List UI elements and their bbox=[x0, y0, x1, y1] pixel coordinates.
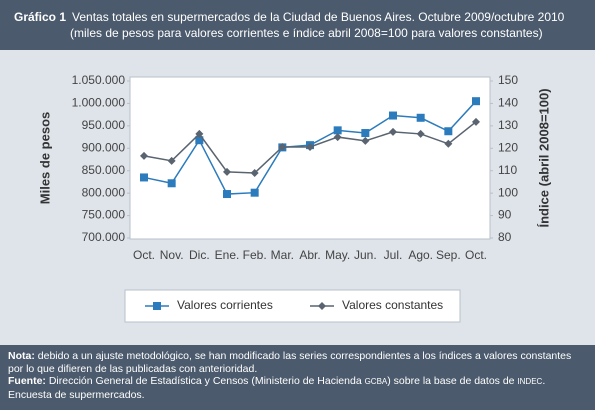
data-point bbox=[333, 126, 342, 135]
title-text: Ventas totales en supermercados de la Ci… bbox=[72, 10, 565, 24]
data-point bbox=[195, 129, 204, 138]
data-point bbox=[223, 167, 231, 176]
data-point bbox=[333, 133, 342, 142]
x-tick-label: Dic. bbox=[189, 248, 210, 262]
x-tick-label: Nov. bbox=[160, 248, 184, 262]
source-text: . Encuesta de supermercados. bbox=[8, 375, 546, 401]
x-tick-label: May. bbox=[325, 248, 350, 262]
y-tick-label: 850.000 bbox=[82, 163, 126, 177]
y2-tick-label: 80 bbox=[498, 230, 512, 244]
y2-tick-label: 110 bbox=[498, 163, 517, 177]
title-label: Gráfico 1 bbox=[14, 10, 66, 24]
y2-tick-label: 150 bbox=[498, 73, 518, 87]
y-tick-label: 1.050.000 bbox=[72, 73, 126, 87]
note-text: debido a un ajuste metodológico, se han … bbox=[8, 350, 572, 375]
chart-title: Gráfico 1 Ventas totales en supermercados… bbox=[14, 10, 565, 24]
legend-label: Valores corrientes bbox=[177, 298, 273, 312]
footnote: Nota: debido a un ajuste metodológico, s… bbox=[0, 345, 595, 410]
data-point bbox=[140, 151, 148, 160]
x-tick-label: Mar. bbox=[271, 248, 294, 262]
source-label: Fuente: bbox=[8, 375, 46, 387]
y-tick-label: 950.000 bbox=[82, 118, 126, 132]
plot-area bbox=[129, 76, 491, 240]
y-tick-label: 750.000 bbox=[82, 208, 126, 222]
x-tick-label: Oct. bbox=[465, 248, 487, 262]
x-tick-label: Ene. bbox=[215, 248, 240, 262]
data-point bbox=[389, 111, 397, 120]
x-tick-label: Jul. bbox=[384, 248, 403, 262]
chart-subtitle: (miles de pesos para valores corrientes … bbox=[70, 26, 543, 40]
y2-tick-label: 90 bbox=[498, 208, 512, 222]
x-tick-label: Sep. bbox=[436, 248, 461, 262]
data-point bbox=[195, 136, 204, 145]
data-point bbox=[444, 127, 453, 136]
y2-tick-label: 100 bbox=[498, 185, 518, 199]
y2-tick-label: 140 bbox=[498, 96, 518, 110]
legend-label: Valores constantes bbox=[342, 298, 443, 312]
data-point bbox=[306, 142, 314, 151]
data-point bbox=[389, 127, 397, 136]
source-text: INDEC bbox=[517, 377, 543, 386]
data-point bbox=[278, 142, 287, 151]
data-point bbox=[140, 173, 148, 182]
source-text: ) sobre la base de datos de bbox=[387, 375, 518, 387]
y-tick-label: 700.000 bbox=[82, 230, 126, 244]
y-tick-label: 900.000 bbox=[82, 140, 126, 154]
x-tick-label: Ago. bbox=[408, 248, 433, 262]
source-text: Dirección General de Estadística y Censo… bbox=[48, 375, 365, 387]
note: Nota: debido a un ajuste metodológico, s… bbox=[8, 350, 587, 375]
legend-box bbox=[124, 289, 461, 323]
x-tick-label: Abr. bbox=[299, 248, 320, 262]
y-tick-label: 1.000.000 bbox=[72, 96, 126, 110]
chart: Gráfico 1 Ventas totales en supermercados… bbox=[0, 0, 595, 323]
y2-axis-label: Índice (abril 2008=100) bbox=[536, 88, 551, 227]
data-point bbox=[444, 139, 453, 148]
x-tick-label: Feb. bbox=[243, 248, 267, 262]
data-point bbox=[361, 136, 370, 145]
legend-marker bbox=[153, 302, 161, 310]
data-point bbox=[472, 117, 480, 126]
legend-marker bbox=[318, 302, 326, 310]
x-tick-label: Oct. bbox=[133, 248, 155, 262]
data-point bbox=[416, 129, 425, 138]
y-tick-label: 800.000 bbox=[82, 185, 126, 199]
data-point bbox=[167, 156, 176, 165]
data-point bbox=[167, 179, 176, 188]
source: Fuente: Dirección General de Estadística… bbox=[8, 375, 587, 401]
data-point bbox=[416, 113, 425, 122]
x-tick-label: Jun. bbox=[354, 248, 377, 262]
data-point bbox=[223, 190, 231, 199]
y2-tick-label: 130 bbox=[498, 118, 518, 132]
y-axis-label: Miles de pesos bbox=[37, 112, 52, 204]
data-point bbox=[250, 168, 259, 177]
source-text: GCBA bbox=[364, 377, 388, 386]
data-point bbox=[361, 129, 370, 138]
header-band bbox=[0, 0, 595, 50]
data-point bbox=[250, 188, 259, 197]
data-point bbox=[472, 97, 480, 106]
y2-tick-label: 120 bbox=[498, 140, 518, 154]
note-label: Nota: bbox=[8, 350, 35, 362]
